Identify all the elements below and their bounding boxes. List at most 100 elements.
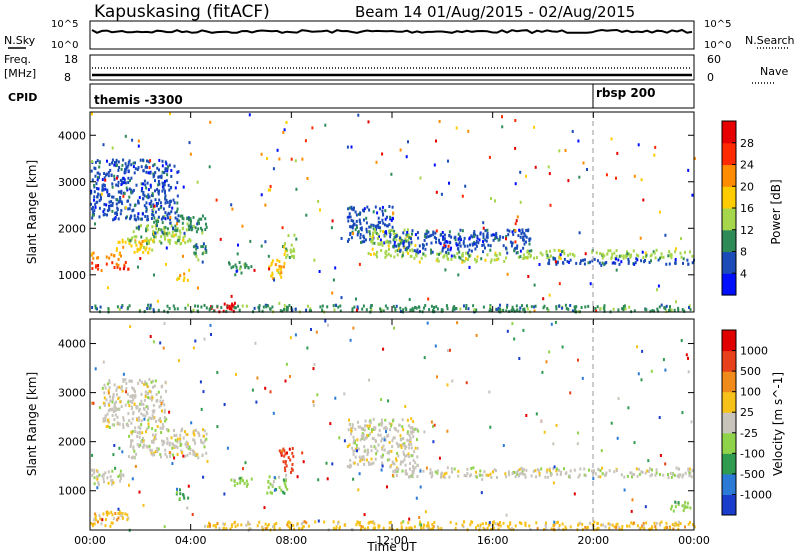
power-cell (505, 235, 508, 238)
velocity-cell (139, 402, 142, 406)
velocity-cell (184, 454, 187, 458)
power-cell (642, 256, 645, 259)
power-cell (176, 227, 179, 231)
power-speckle (461, 260, 464, 264)
power-cell (135, 235, 138, 239)
power-cell (92, 213, 95, 217)
power-speckle (226, 306, 229, 310)
velocity-cell (359, 459, 362, 463)
power-cell (572, 253, 574, 256)
power-speckle (447, 159, 449, 163)
power-cell (670, 308, 673, 312)
velocity-cell (181, 428, 183, 432)
velocity-cell (140, 392, 143, 396)
velocity-cell (284, 452, 287, 456)
power-cell (179, 231, 182, 235)
power-speckle (505, 237, 507, 241)
velocity-cell (112, 481, 115, 485)
power-cell (153, 220, 156, 224)
velocity-cell (121, 389, 124, 393)
power-cell (548, 262, 551, 266)
velocity-cell (140, 402, 143, 406)
velocity-cell (105, 398, 108, 402)
power-cell (182, 226, 185, 230)
power-cell (450, 257, 453, 261)
power-colorbar-tick-label: 16 (740, 202, 754, 215)
velocity-cell (559, 473, 562, 476)
velocity-speckle (343, 392, 346, 396)
power-cell (223, 302, 226, 306)
velocity-cell (372, 526, 375, 530)
velocity-cell (401, 442, 404, 446)
velocity-cell (136, 443, 139, 446)
power-cell (146, 159, 148, 163)
power-cell (127, 163, 130, 167)
power-cell (562, 249, 565, 253)
power-cell (93, 190, 96, 194)
velocity-cell (291, 447, 294, 450)
power-cell (559, 257, 562, 260)
velocity-cell (185, 445, 188, 449)
power-speckle (680, 237, 682, 241)
power-cell (406, 228, 409, 232)
power-cell (167, 165, 170, 169)
velocity-cell (363, 458, 366, 462)
power-cell (93, 185, 96, 189)
power-cell (548, 258, 551, 262)
velocity-cell (655, 521, 658, 525)
power-cell (253, 306, 256, 310)
velocity-cell (631, 475, 633, 479)
power-cell (157, 215, 160, 219)
power-cell (552, 257, 555, 261)
power-cell (112, 195, 115, 199)
velocity-cell (410, 454, 413, 458)
velocity-speckle (436, 375, 438, 379)
power-cell (413, 249, 416, 253)
power-cell (492, 233, 495, 237)
velocity-cell (518, 521, 521, 525)
velocity-cell (122, 379, 125, 383)
power-cell (433, 235, 436, 239)
power-cell (458, 255, 461, 259)
power-cell (147, 193, 150, 197)
velocity-cell (265, 527, 268, 531)
power-cell (399, 241, 402, 245)
velocity-cell (153, 453, 155, 457)
power-cell (436, 307, 439, 311)
power-cell (405, 249, 408, 253)
power-cell (198, 217, 201, 221)
velocity-cell (363, 445, 366, 449)
velocity-cell (388, 451, 390, 455)
power-cell (103, 212, 106, 216)
power-cell (146, 228, 149, 232)
power-cell (147, 303, 149, 307)
power-cell (395, 234, 398, 238)
power-speckle (482, 221, 485, 225)
velocity-cell (579, 467, 582, 471)
power-cell (469, 254, 472, 257)
power-cell (451, 308, 454, 312)
velocity-cell (187, 496, 190, 500)
velocity-cell (457, 469, 460, 473)
velocity-cell (151, 396, 154, 400)
power-cell (611, 252, 614, 256)
power-cell (505, 246, 507, 250)
power-speckle (137, 225, 140, 229)
power-cell (167, 211, 170, 215)
power-cell (467, 307, 470, 311)
power-cell (152, 238, 155, 242)
power-cell (580, 259, 582, 263)
power-speckle (435, 229, 438, 233)
velocity-cell (283, 449, 286, 453)
velocity-colorbar-tick-label: 1000 (740, 345, 768, 358)
velocity-cell (152, 404, 155, 407)
power-cell (574, 307, 576, 311)
power-cell (155, 202, 158, 205)
power-cell (422, 246, 424, 250)
velocity-cell (443, 476, 446, 479)
velocity-cell (280, 488, 283, 492)
power-cell (670, 253, 673, 257)
velocity-cell (164, 380, 167, 384)
velocity-cell (139, 431, 141, 435)
